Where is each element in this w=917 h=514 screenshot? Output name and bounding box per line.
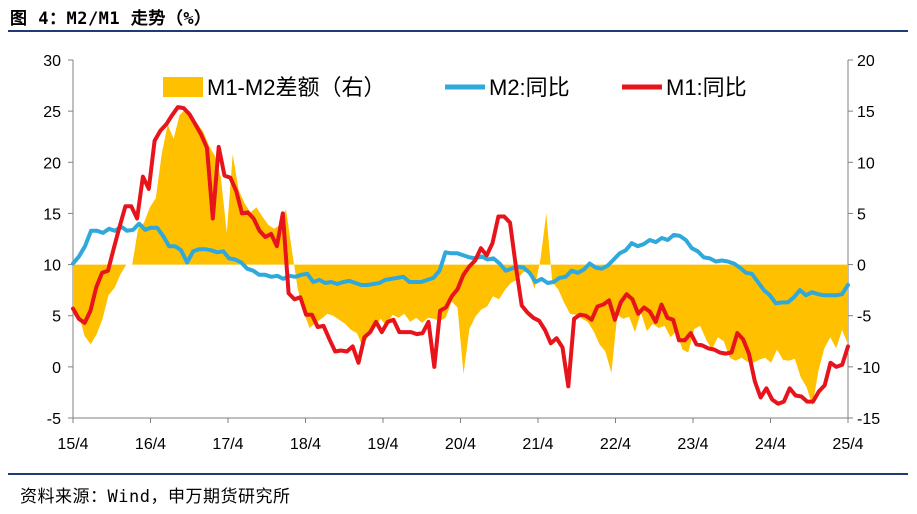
plot-area [71,105,850,406]
series-line-m1 [71,105,850,406]
x-tick-label: 15/4 [57,436,88,453]
legend: M1-M2差额（右） M2:同比 M1:同比 [163,75,747,100]
series-line-m2 [71,221,850,306]
legend-m1-label: M1:同比 [666,75,747,100]
left-tick-label: 30 [43,53,61,70]
legend-diff-swatch [163,77,203,97]
right-tick-label: 15 [857,104,875,121]
x-tick-label: 24/4 [755,436,786,453]
x-tick-label: 23/4 [677,436,708,453]
x-tick-label: 25/4 [832,436,863,453]
x-tick-label: 16/4 [135,436,166,453]
left-tick-label: 10 [43,258,61,275]
left-tick-label: 20 [43,155,61,172]
x-tick-label: 19/4 [367,436,398,453]
right-tick-label: 5 [857,206,866,223]
top-rule [8,30,908,32]
x-tick-label: 18/4 [290,436,321,453]
x-tick-label: 20/4 [445,436,476,453]
left-tick-label: -5 [47,411,61,428]
chart-title: 图 4：M2/M1 走势（%） [10,9,212,29]
left-tick-label: 25 [43,104,61,121]
right-tick-label: 20 [857,53,875,70]
source-note: 资料来源：Wind，申万期货研究所 [20,487,291,507]
left-tick-label: 15 [43,206,61,223]
left-tick-label: 0 [52,360,61,377]
right-tick-label: 0 [857,258,866,275]
axes: -5 0 5 10 15 20 25 30 -15 -10 -5 0 5 10 15 20 15/4 16/4 17… [43,53,880,453]
right-tick-label: -15 [857,411,880,428]
right-tick-label: -10 [857,360,880,377]
right-tick-label: 10 [857,155,875,172]
x-tick-label: 21/4 [522,436,553,453]
legend-m2-label: M2:同比 [489,75,570,100]
legend-diff-label: M1-M2差额（右） [207,75,385,100]
right-tick-label: -5 [857,309,871,326]
x-tick-label: 17/4 [212,436,243,453]
left-tick-label: 5 [52,309,61,326]
x-tick-label: 22/4 [600,436,631,453]
bottom-rule [8,473,908,475]
